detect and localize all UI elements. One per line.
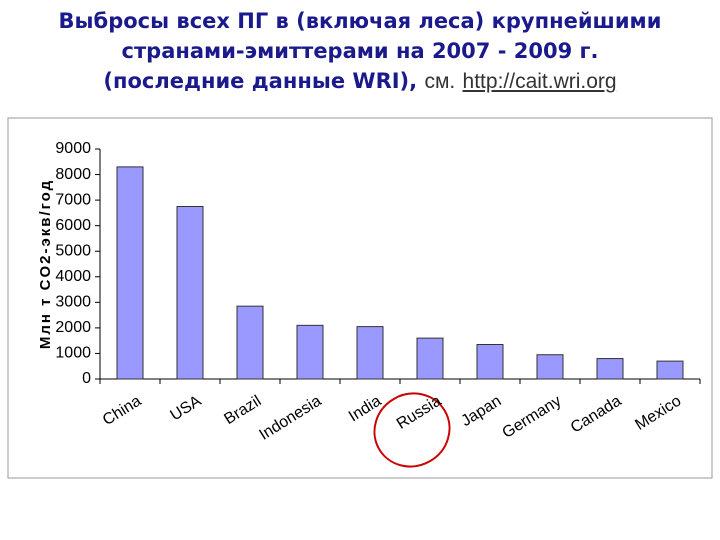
y-tick-label: 4000 [55,268,91,285]
y-tick-label: 5000 [55,242,91,259]
y-tick-label: 7000 [55,191,91,208]
source-link[interactable]: http://cait.wri.org [462,70,617,93]
bar [596,358,624,380]
bar [176,206,204,380]
y-tick-label: 8000 [55,166,91,183]
y-axis-label: Млн т CO2-экв/год [37,179,54,349]
y-tick-label: 3000 [55,294,91,311]
title-line: (последние данные WRI), [103,69,418,93]
highlight-circle [373,392,451,468]
bar [656,360,684,380]
source-prefix: см. [424,70,456,93]
bar [296,324,324,380]
bar [536,354,564,380]
y-tick-label: 2000 [55,319,91,336]
bar [476,344,504,380]
y-tick-label: 0 [82,370,91,387]
bar [236,305,264,380]
bar [416,337,444,380]
title-line: странами-эмиттерами на 2007 - 2009 г. [121,39,599,63]
title-line: (последние данные WRI), см. http://cait.… [0,66,720,97]
bar [116,166,144,380]
title: Выбросы всех ПГ в (включая леса) крупней… [0,6,720,97]
title-line: Выбросы всех ПГ в (включая леса) крупней… [58,9,662,33]
y-tick-label: 6000 [55,217,91,234]
y-tick-label: 9000 [55,140,91,157]
bar [356,326,384,380]
y-tick-label: 1000 [55,345,91,362]
